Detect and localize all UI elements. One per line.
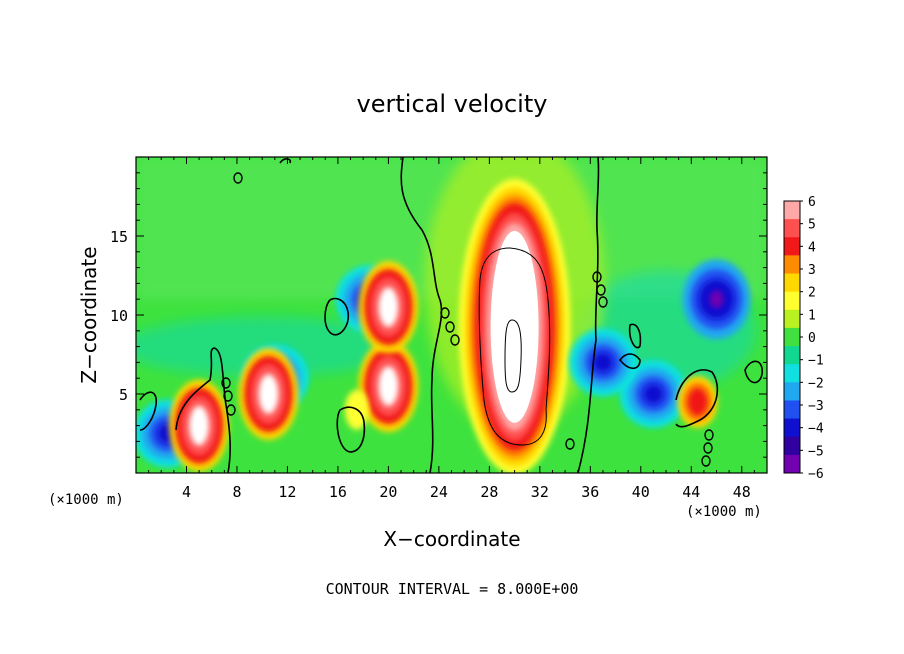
chart-title: vertical velocity	[357, 90, 548, 118]
field-blob-p0-3	[189, 405, 210, 446]
colorbar-label-0: 6	[808, 195, 816, 210]
colorbar-swatch-10	[784, 382, 800, 401]
x-tick-label-48: 48	[733, 483, 751, 501]
x-tick-label-28: 28	[480, 483, 498, 501]
field-blob-p4-2	[687, 387, 708, 416]
colorbar-swatch-8	[784, 346, 800, 365]
contour-line-9	[628, 323, 642, 349]
contour-line-5	[175, 347, 231, 473]
colorbar-swatch-13	[784, 436, 800, 456]
x-tick-label-32: 32	[531, 483, 549, 501]
x-tick-label-36: 36	[581, 483, 599, 501]
x-tick-label-16: 16	[329, 483, 347, 501]
contour-ring-13	[565, 438, 575, 450]
contour-ring-3	[592, 271, 602, 283]
x-axis: 4 8 12 16 20 24 28 32 36 40 44 48	[148, 157, 755, 501]
contour-line-1	[577, 157, 600, 473]
colorbar-swatch-1	[784, 219, 800, 238]
contour-ring-12	[233, 172, 243, 184]
contour-lines	[139, 157, 763, 473]
colorbar-swatch-11	[784, 400, 800, 420]
colorbar-swatch-7	[784, 327, 800, 347]
contour-line-7	[336, 406, 366, 453]
colorbar-swatch-14	[784, 454, 800, 474]
colorbar-swatch-4	[784, 273, 800, 293]
colorbar-label-5: 1	[808, 308, 816, 323]
contour-line-2	[478, 247, 551, 446]
contour-line-8	[618, 353, 641, 370]
y-tick-label-10: 10	[110, 307, 128, 325]
colorbar-swatch-6	[784, 309, 800, 329]
contour-ring-9	[704, 429, 714, 441]
y-tick-label-5: 5	[119, 386, 128, 404]
x-tick-label-20: 20	[379, 483, 397, 501]
field-blob-n2-3	[643, 384, 664, 404]
colorbar-swatch-12	[784, 418, 800, 438]
colorbar-label-7: −1	[808, 354, 824, 369]
contour-line-6	[324, 297, 350, 336]
contour-ring-4	[596, 284, 606, 296]
contour-ring-10	[703, 442, 713, 454]
colorbar-label-2: 4	[808, 240, 816, 255]
contour-ring-8	[226, 404, 236, 416]
colorbar-swatch-5	[784, 291, 800, 311]
contour-ring-11	[701, 455, 711, 467]
y-axis-label: Z−coordinate	[77, 246, 101, 383]
contour-ring-2	[450, 334, 460, 346]
contour-line-0	[400, 157, 443, 473]
colorbar-label-4: 2	[808, 286, 816, 301]
colorbar-label-11: −5	[808, 444, 824, 459]
x-tick-label-40: 40	[632, 483, 650, 501]
x-tick-label-44: 44	[682, 483, 700, 501]
field-blob-n3-3	[709, 290, 724, 309]
x-tick-label-4: 4	[182, 483, 191, 501]
colorbar-label-6: 0	[808, 331, 816, 346]
colorbar: 6 5 4 3 2 1 0 −1 −2 −3 −4 −5 −6	[783, 195, 824, 482]
x-tick-label-8: 8	[232, 483, 241, 501]
velocity-field	[136, 157, 767, 473]
field-blob-p3-3	[378, 287, 399, 328]
contour-ring-6	[221, 377, 231, 389]
field-blob-p1-3	[258, 374, 279, 414]
colorbar-swatch-0	[784, 201, 800, 220]
colorbar-label-9: −3	[808, 399, 824, 414]
updraft-ring-6	[490, 230, 539, 423]
contour-line-4	[139, 391, 158, 431]
contour-interval-footer: CONTOUR INTERVAL = 8.000E+00	[326, 580, 579, 598]
colorbar-label-1: 5	[808, 218, 816, 233]
colorbar-swatch-9	[784, 364, 800, 383]
contour-line-10	[675, 369, 719, 428]
field-blob-n5-3	[592, 352, 613, 373]
colorbar-label-8: −2	[808, 376, 824, 391]
colorbar-label-3: 3	[808, 263, 816, 278]
x-axis-label: X−coordinate	[383, 527, 520, 551]
contour-ring-0	[440, 307, 450, 319]
field-blob-p2-3	[378, 366, 399, 407]
contour-ring-7	[223, 390, 233, 402]
x-tick-label-12: 12	[278, 483, 296, 501]
contour-ring-5	[598, 296, 608, 308]
x-unit-left: (×1000 m)	[48, 492, 124, 508]
contour-line-11	[744, 360, 763, 384]
x-unit-right: (×1000 m)	[686, 504, 762, 520]
y-tick-label-15: 15	[110, 228, 128, 246]
colorbar-label-12: −6	[808, 467, 824, 482]
colorbar-label-10: −4	[808, 422, 824, 437]
colorbar-swatch-2	[784, 237, 800, 256]
colorbar-swatch-3	[784, 255, 800, 275]
contour-ring-1	[445, 321, 455, 333]
x-tick-label-24: 24	[430, 483, 448, 501]
contour-line-3	[504, 319, 522, 393]
y-axis: 5 10 15	[110, 172, 767, 458]
